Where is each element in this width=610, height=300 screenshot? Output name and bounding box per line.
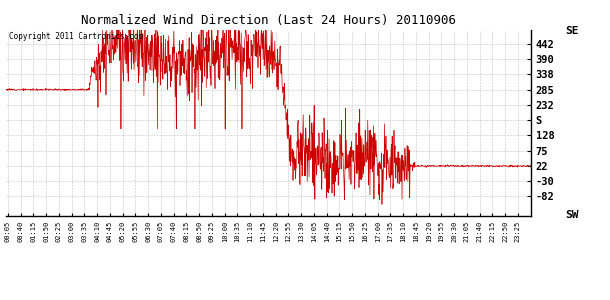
Text: Copyright 2011 Cartronics.com: Copyright 2011 Cartronics.com: [9, 32, 143, 41]
Text: SW: SW: [565, 210, 578, 220]
Text: SE: SE: [565, 26, 578, 36]
Title: Normalized Wind Direction (Last 24 Hours) 20110906: Normalized Wind Direction (Last 24 Hours…: [81, 14, 456, 27]
